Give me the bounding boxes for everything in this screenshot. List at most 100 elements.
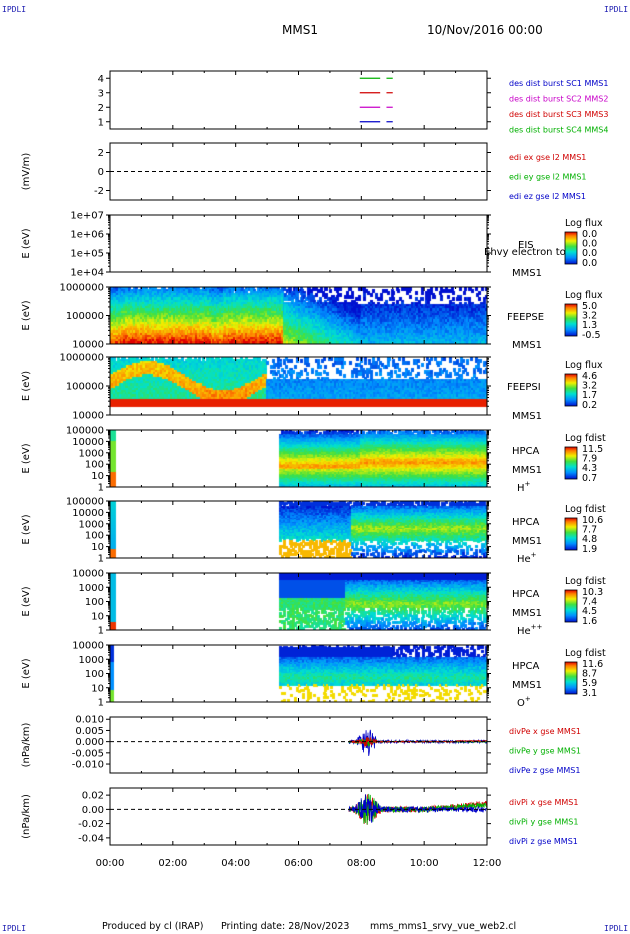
y-tick-label-divpe: -0.005: [72, 748, 104, 759]
corner-label-top-left: IPDLI: [2, 5, 26, 14]
y-tick-label-hpca_hepp: 10000: [72, 569, 104, 580]
colorbar-value-feepsi: 4.6: [582, 371, 597, 382]
colorbar-title-hpca_o: Log fdist: [565, 648, 606, 659]
y-axis-label-hpca_hepp: E (eV): [21, 586, 32, 616]
corner-label-bottom-left: IPDLI: [2, 924, 26, 933]
y-tick-label-hpca_he: 100: [85, 531, 104, 542]
colorbar-value-hpca_he: 4.8: [582, 534, 597, 545]
time-axis: 00:00 02:00 04:00 06:00 08:00 10:00 12:00: [96, 858, 502, 869]
x-tick-label: 08:00: [347, 858, 376, 869]
species-charge: +: [525, 695, 531, 703]
colorbar-eis: [564, 231, 578, 265]
colorbar-title-hpca_hepp: Log fdist: [565, 576, 606, 587]
legend-entry-divpe: divPe z gse MMS1: [509, 766, 580, 775]
y-tick-label-feepsi: 10000: [72, 411, 104, 422]
spacecraft-label-eis: MMS1: [512, 268, 542, 279]
colorbar-title-hpca_h: Log fdist: [565, 433, 606, 444]
spacecraft-label-hpca_hepp: MMS1: [512, 608, 542, 619]
colorbar-title-eis: Log flux: [565, 218, 603, 229]
panel-labels: 1 2 3 4 des dist burst SC1 MMS1 des dist burs…: [21, 74, 608, 846]
legend-entry-burst: des dist burst SC1 MMS1: [509, 79, 608, 88]
legend-entry-divpi: divPi z gse MMS1: [509, 837, 578, 846]
colorbar-value-feepse: -0.5: [582, 330, 601, 341]
panel-frame-divpi: [109, 787, 488, 846]
colorbar-value-eis: 0.0: [582, 258, 597, 269]
y-axis-label-edi: (mV/m): [21, 153, 32, 191]
spectrogram-feepsi: [110, 357, 487, 415]
legend-entry-divpe: divPe y gse MMS1: [509, 747, 581, 756]
y-axis-label-feepse: E (eV): [21, 300, 32, 330]
species-label-hpca_hepp: He++: [517, 623, 543, 637]
species-charge: ++: [531, 623, 543, 631]
y-tick-label-eis: 1e+05: [70, 249, 104, 260]
colorbar-value-eis: 0.0: [582, 229, 597, 240]
colorbar-value-hpca_he: 7.7: [582, 525, 597, 536]
panel-frame-divpe: [109, 716, 488, 774]
colorbar-value-feepse: 5.0: [582, 301, 597, 312]
x-tick-label: 00:00: [96, 858, 125, 869]
instrument-label-feepse: FEEPSE: [507, 312, 544, 323]
y-axis-label-hpca_o: E (eV): [21, 658, 32, 688]
colorbar-value-hpca_h: 0.7: [582, 473, 597, 484]
colorbar-hpca_hepp: [564, 589, 578, 623]
y-tick-label-hpca_hepp: 10: [91, 611, 104, 622]
x-tick-label: 06:00: [284, 858, 313, 869]
colorbar-title-hpca_he: Log fdist: [565, 504, 606, 515]
legend-entry-divpi: divPi x gse MMS1: [509, 798, 578, 807]
colorbar-title-feepsi: Log flux: [565, 360, 603, 371]
y-axis-label-hpca_he: E (eV): [21, 514, 32, 544]
y-tick-label-hpca_hepp: 1000: [79, 583, 104, 594]
panel-frame-burst: [109, 70, 488, 130]
colorbar-value-hpca_hepp: 1.6: [582, 616, 597, 627]
footer-file-name: mms_mms1_srvy_vue_web2.cl: [370, 921, 516, 932]
y-tick-label-divpi: -0.04: [78, 833, 104, 844]
y-tick-label-divpi: 0.02: [82, 791, 104, 802]
y-tick-label-hpca_hepp: 1: [98, 626, 104, 637]
y-axis-label-feepsi: E (eV): [21, 371, 32, 401]
y-tick-label-eis: 1e+04: [70, 268, 104, 279]
y-tick-label-edi: 0: [98, 167, 104, 178]
instrument-label-eis: EIS: [518, 240, 534, 251]
footer-produced-by: Produced by cl (IRAP): [102, 921, 203, 932]
y-axis-label-hpca_h: E (eV): [21, 443, 32, 473]
y-tick-label-hpca_he: 10000: [72, 508, 104, 519]
species-label-hpca_o: O+: [517, 695, 531, 709]
colorbar-value-eis: 0.0: [582, 248, 597, 259]
spectrogram-hpca_hepp: [110, 573, 487, 630]
colorbar-hpca_he: [564, 517, 578, 551]
colorbar-value-hpca_he: 1.9: [582, 544, 597, 555]
legend-entry-edi: edi ey gse l2 MMS1: [509, 173, 587, 182]
instrument-label-hpca_o: HPCA: [512, 661, 540, 672]
y-tick-label-edi: 2: [98, 148, 104, 159]
spacecraft-label-hpca_o: MMS1: [512, 680, 542, 691]
colorbar-value-hpca_h: 7.9: [582, 454, 597, 465]
colorbar-feepse: [564, 303, 578, 337]
colorbar-hpca_o: [564, 661, 578, 695]
y-tick-label-divpe: 0.005: [75, 726, 104, 737]
species-charge: +: [531, 551, 537, 559]
y-tick-label-burst: 1: [98, 117, 104, 128]
y-tick-label-divpe: 0.000: [75, 737, 104, 748]
colorbar-value-hpca_h: 4.3: [582, 463, 597, 474]
instrument-label-hpca_he: HPCA: [512, 517, 540, 528]
y-tick-label-hpca_hepp: 100: [85, 597, 104, 608]
y-tick-label-hpca_h: 100000: [66, 426, 104, 437]
mission-title: MMS1: [282, 23, 318, 37]
y-tick-label-hpca_h: 1000: [79, 448, 104, 459]
y-tick-label-hpca_h: 1: [98, 483, 104, 494]
colorbar-value-feepsi: 3.2: [582, 381, 597, 392]
colorbar-hpca_h: [564, 446, 578, 480]
spacecraft-label-feepsi: MMS1: [512, 411, 542, 422]
y-tick-label-hpca_he: 100000: [66, 497, 104, 508]
divpi-series-line: [348, 794, 487, 823]
y-tick-label-burst: 3: [98, 88, 104, 99]
colorbar-value-hpca_hepp: 10.3: [582, 587, 603, 598]
spacecraft-label-hpca_h: MMS1: [512, 465, 542, 476]
colorbar-value-feepsi: 1.7: [582, 390, 597, 401]
y-axis-label-eis: E (eV): [21, 228, 32, 258]
y-tick-label-hpca_h: 100: [85, 460, 104, 471]
y-tick-label-hpca_o: 1: [98, 698, 104, 709]
y-tick-label-divpi: -0.02: [78, 819, 104, 830]
instrument-label-hpca_h: HPCA: [512, 446, 540, 457]
